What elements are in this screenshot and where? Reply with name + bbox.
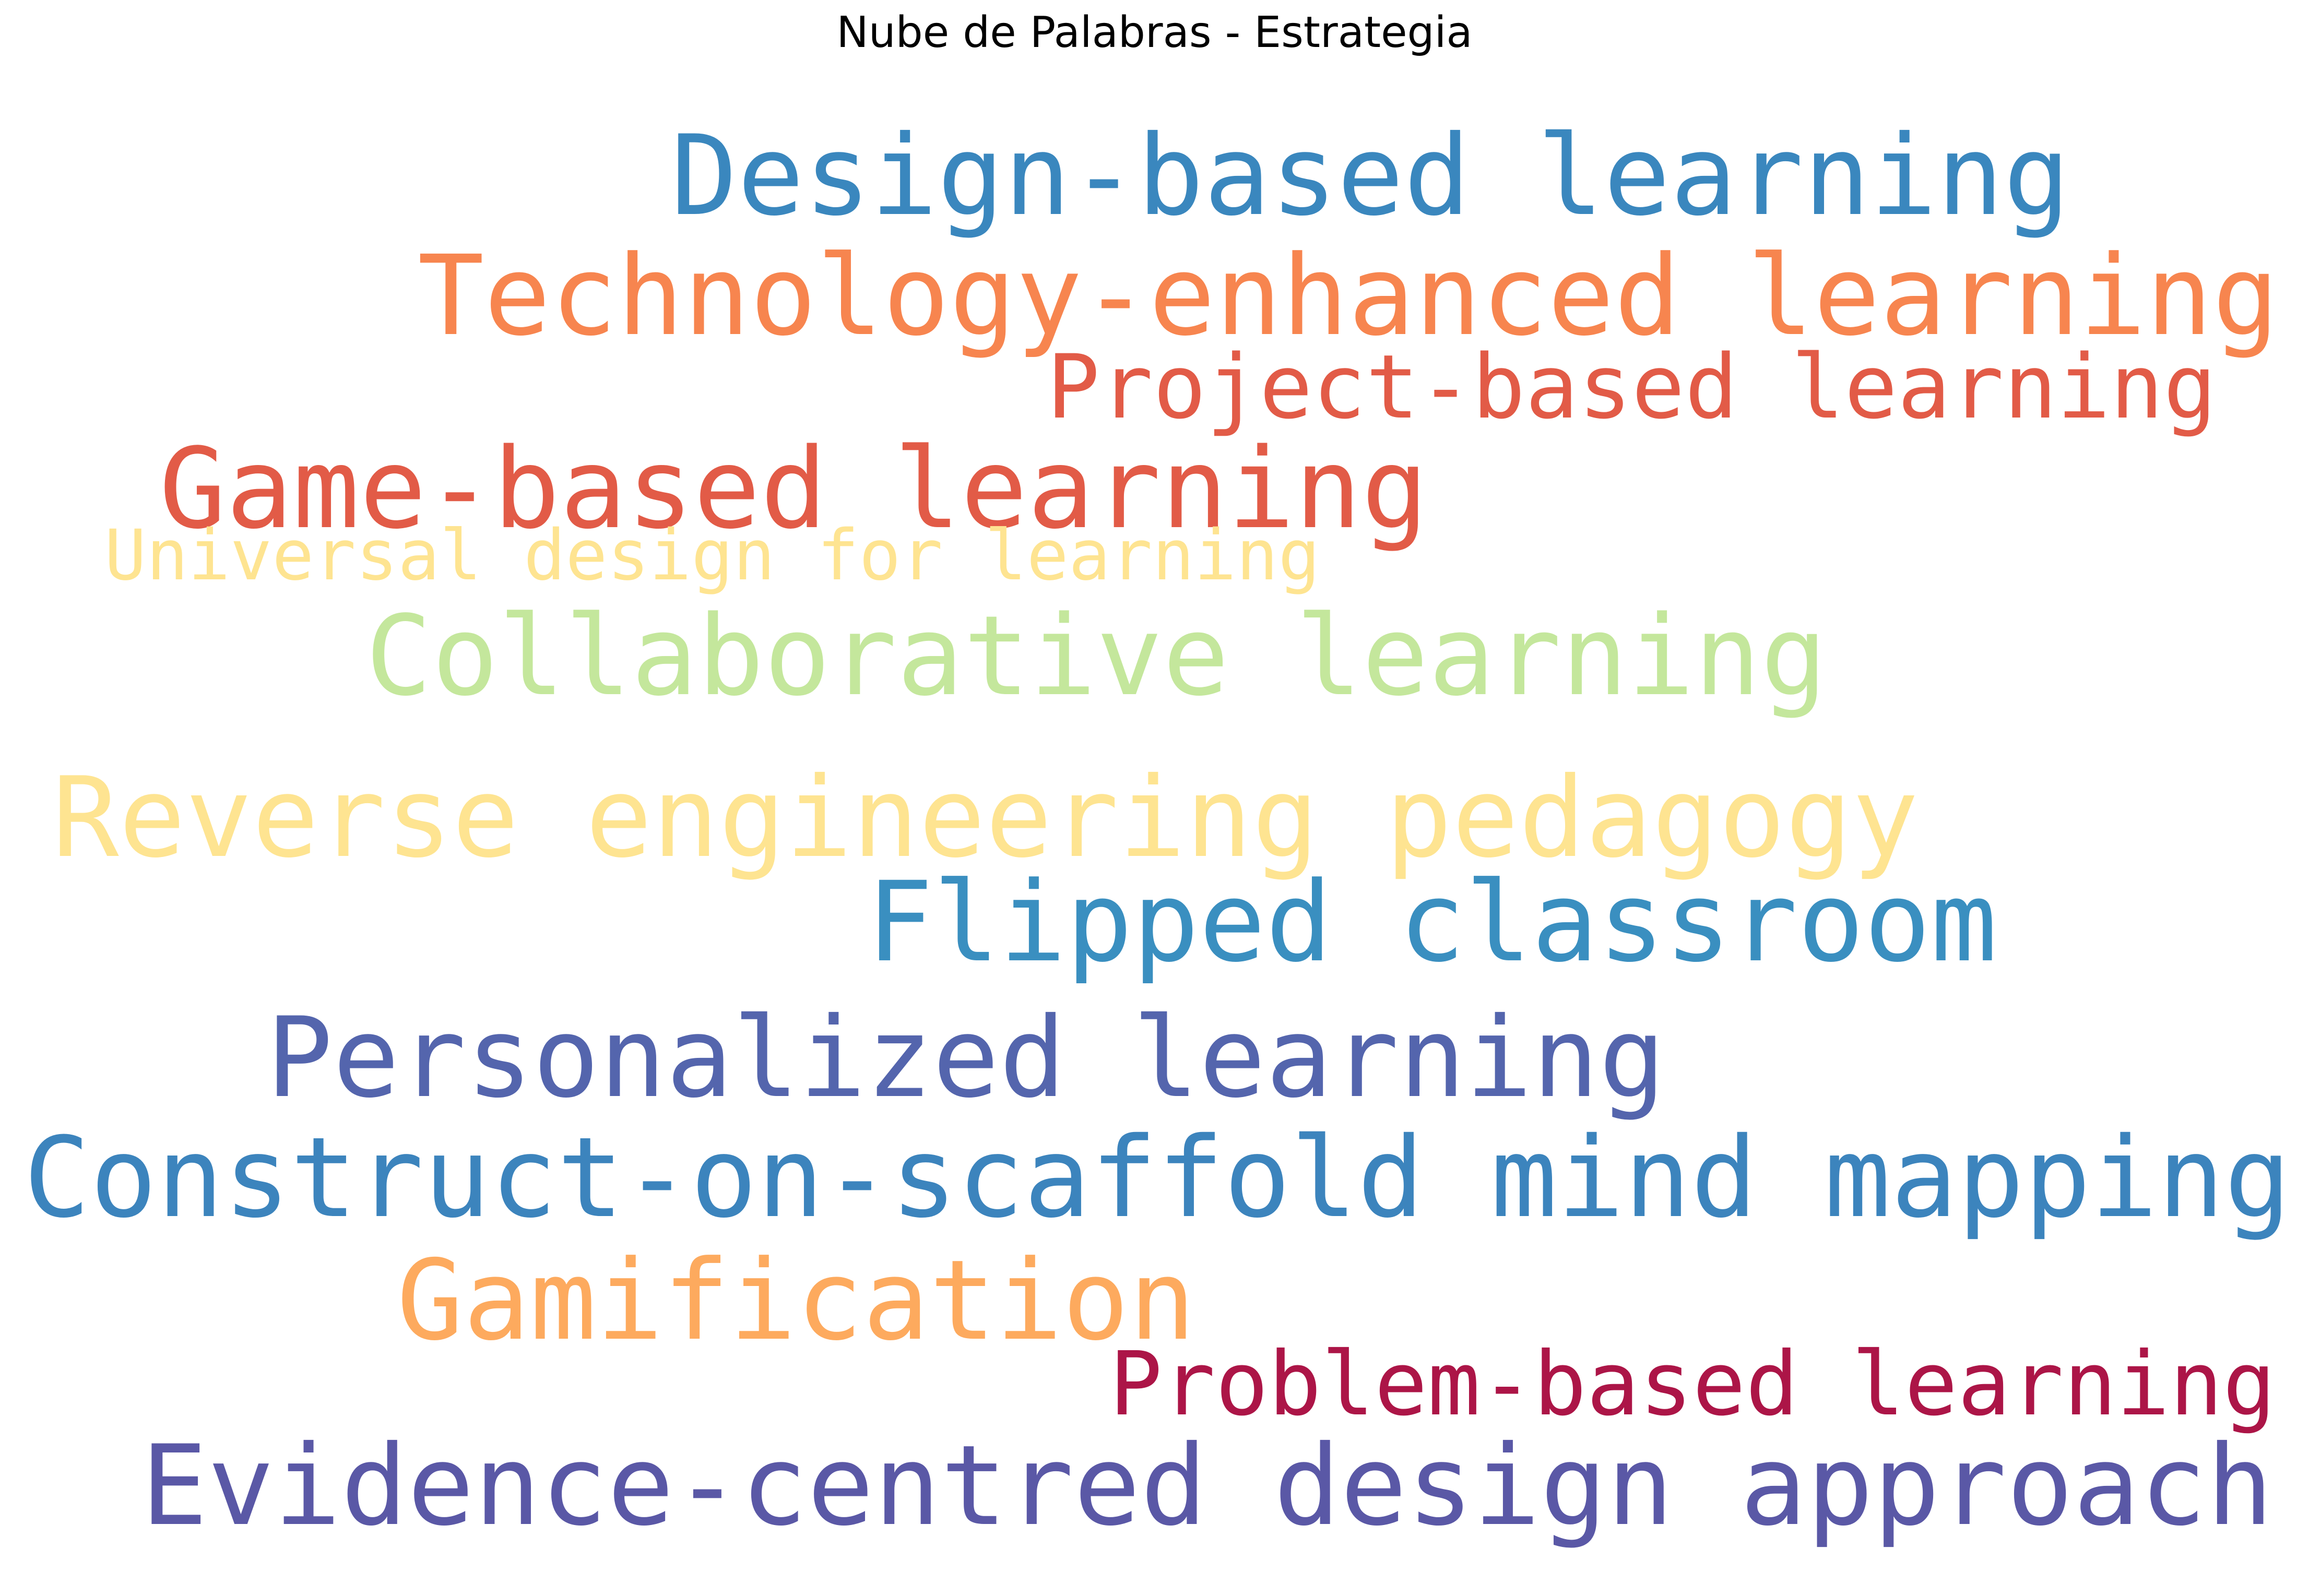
cloud-word: Reverse engineering pedagogy (52, 754, 1919, 883)
chart-title: Nube de Palabras - Estrategia (836, 8, 1473, 57)
cloud-word: Collaborative learning (365, 592, 1827, 720)
cloud-word: Universal design for learning (104, 515, 1320, 596)
cloud-word: Problem-based learning (1109, 1332, 2276, 1435)
cloud-word: Gamification (397, 1236, 1195, 1365)
cloud-word: Project-based learning (1047, 336, 2217, 438)
cloud-word: Game-based learning (159, 425, 1428, 554)
cloud-word: Construct-on-scaffold mind mapping (23, 1114, 2291, 1243)
cloud-word: Technology-enhanced learning (418, 232, 2279, 360)
cloud-word: Flipped classroom (867, 858, 1997, 986)
cloud-word: Personalized learning (266, 993, 1665, 1122)
cloud-word: Design-based learning (671, 111, 2070, 240)
cloud-word: Evidence-centred design approach (141, 1421, 2273, 1550)
